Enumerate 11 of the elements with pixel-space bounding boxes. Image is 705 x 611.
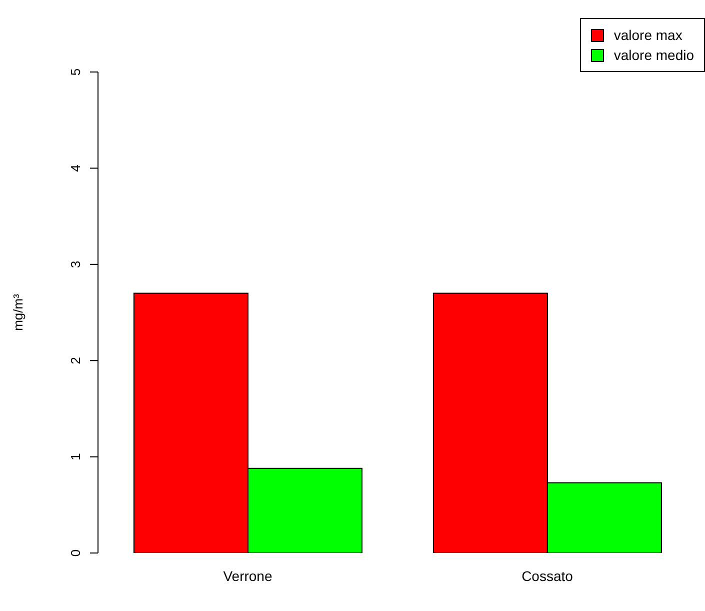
y-tick-label: 4 — [68, 164, 83, 172]
x-tick-label: Cossato — [522, 568, 574, 584]
y-axis-title: mg/m³ — [10, 293, 26, 331]
y-tick-label: 1 — [68, 453, 83, 460]
x-tick-label: Verrone — [223, 568, 272, 584]
y-tick-label: 2 — [68, 356, 83, 364]
legend-label: valore medio — [614, 46, 694, 65]
y-tick-label: 0 — [68, 549, 83, 557]
legend-label: valore max — [614, 26, 682, 45]
y-tick-label: 3 — [68, 260, 83, 268]
y-tick-label: 5 — [68, 68, 83, 76]
